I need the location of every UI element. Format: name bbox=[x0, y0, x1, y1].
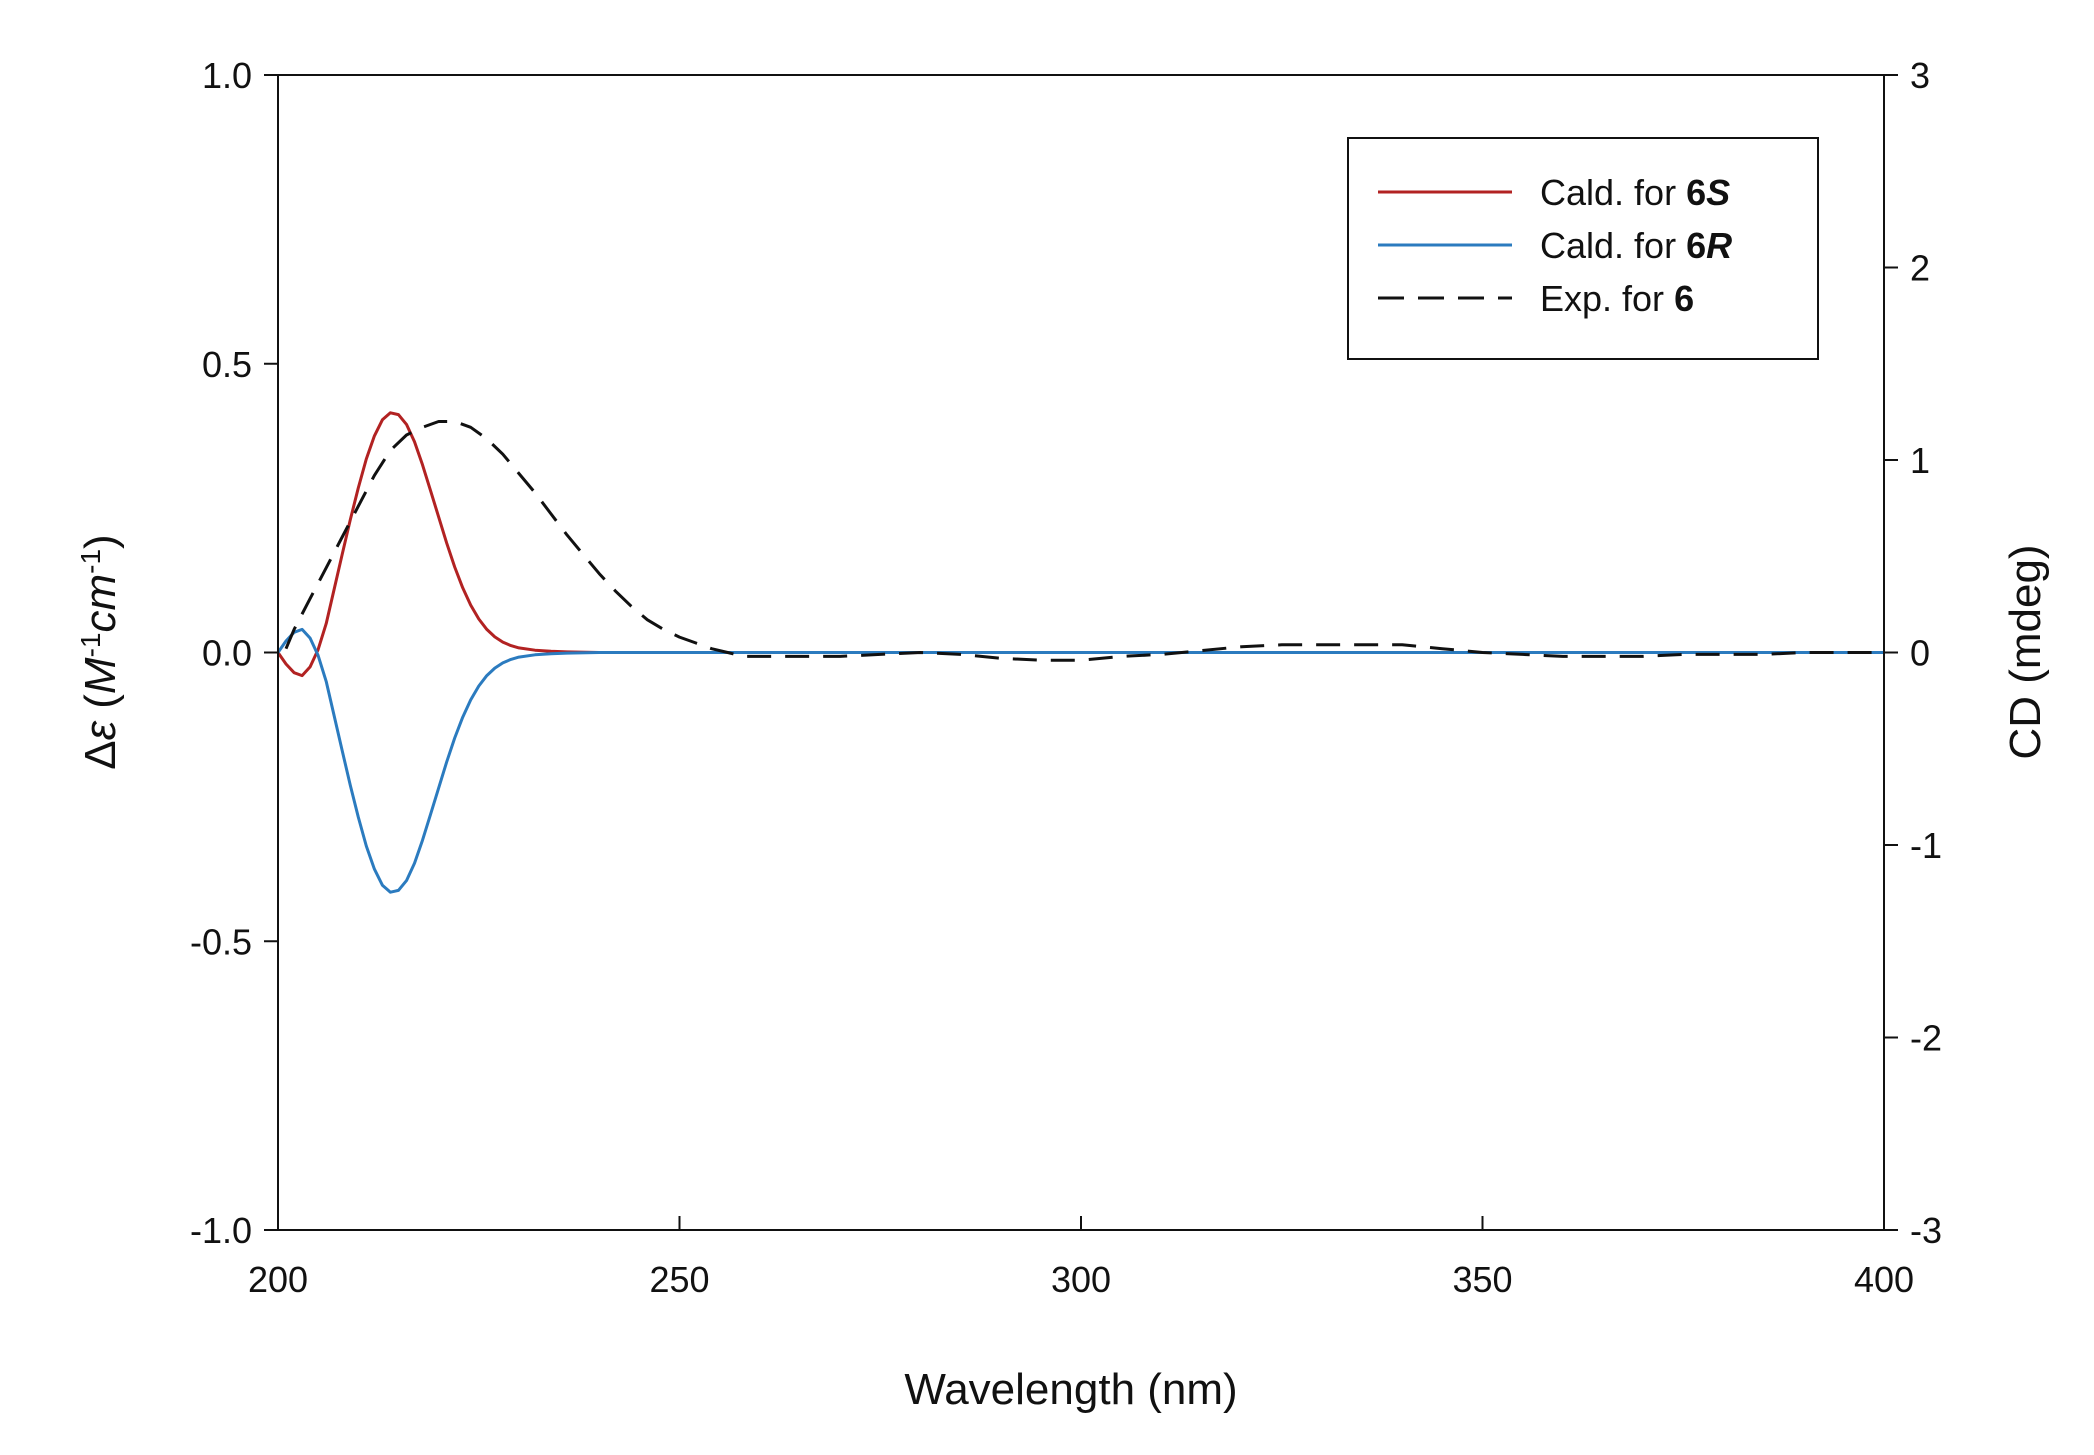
y-left-tick-label: 0.0 bbox=[202, 633, 252, 674]
x-tick-label: 300 bbox=[1051, 1259, 1111, 1300]
legend-box bbox=[1347, 137, 1819, 360]
y-left-tick-label: 0.5 bbox=[202, 344, 252, 385]
plot-frame bbox=[277, 74, 1885, 1231]
x-tick-label: 350 bbox=[1452, 1259, 1512, 1300]
series-line-exp bbox=[284, 420, 1884, 662]
y-right-tick-label: 0 bbox=[1910, 633, 1930, 674]
y-right-tick-label: 3 bbox=[1910, 55, 1930, 96]
x-tick-label: 200 bbox=[248, 1259, 308, 1300]
series-line-6s bbox=[276, 411, 1884, 678]
x-tick-label: 400 bbox=[1854, 1259, 1914, 1300]
legend-label: Cald. for 6S bbox=[1540, 172, 1730, 213]
y-right-tick-label: -1 bbox=[1910, 825, 1942, 866]
x-tick-label: 250 bbox=[649, 1259, 709, 1300]
y-left-tick-label: -0.5 bbox=[190, 921, 252, 962]
y-axis-right-title: CD (mdeg) bbox=[2001, 544, 2050, 759]
legend-label: Exp. for 6 bbox=[1540, 278, 1694, 319]
x-axis-title: Wavelength (nm) bbox=[904, 1365, 1237, 1414]
y-axis-left-title: Δε (M-1cm-1) bbox=[75, 534, 126, 769]
series-line-6r bbox=[276, 627, 1884, 894]
y-right-tick-label: -3 bbox=[1910, 1210, 1942, 1251]
legend-label: Cald. for 6R bbox=[1540, 225, 1732, 266]
y-right-tick-label: 2 bbox=[1910, 248, 1930, 289]
y-right-tick-label: -2 bbox=[1910, 1018, 1942, 1059]
y-left-tick-label: -1.0 bbox=[190, 1210, 252, 1251]
y-left-tick-label: 1.0 bbox=[202, 55, 252, 96]
y-right-tick-label: 1 bbox=[1910, 440, 1930, 481]
